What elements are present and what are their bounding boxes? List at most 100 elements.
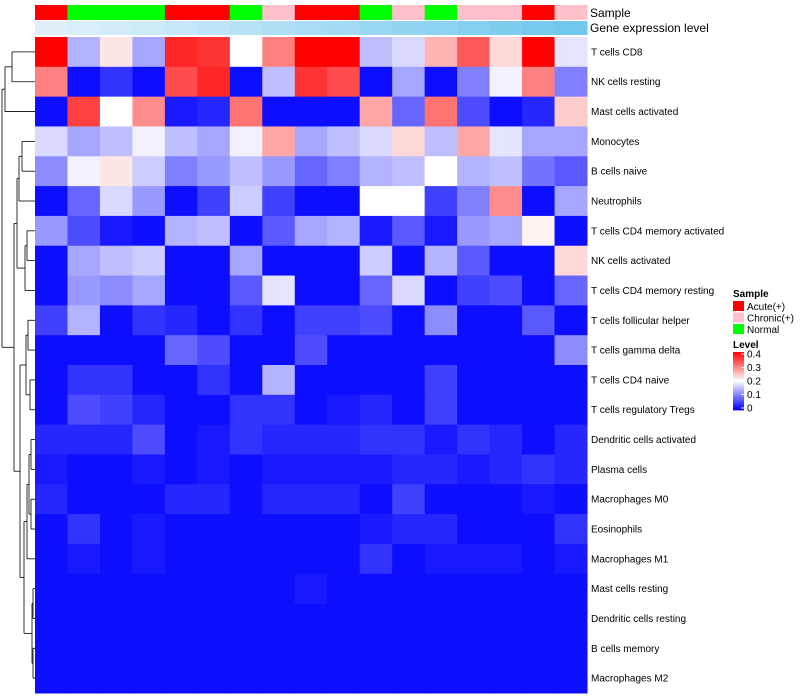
heatmap-cell: [489, 514, 523, 545]
row-label: Plasma cells: [591, 465, 647, 476]
heatmap-cell: [67, 484, 101, 515]
sample-annotation-cell: [262, 5, 296, 20]
gene-expression-annotation-cell: [327, 21, 361, 35]
heatmap-cell: [522, 66, 556, 98]
heatmap-cell: [457, 37, 491, 68]
legend-colorbar-segment: [733, 391, 744, 393]
heatmap-cell: [392, 543, 426, 575]
heatmap-cell: [35, 275, 68, 306]
heatmap-cell: [554, 186, 588, 217]
heatmap-cell: [522, 663, 556, 694]
heatmap-cell: [229, 484, 263, 515]
row-label: Monocytes: [591, 137, 639, 148]
heatmap-cell: [164, 186, 198, 217]
heatmap-cell: [359, 96, 393, 127]
heatmap-cell: [197, 484, 231, 515]
heatmap-cell: [164, 365, 198, 396]
row-label: T cells CD4 naive: [591, 375, 670, 386]
heatmap-cell: [554, 335, 588, 366]
sample-annotation-cell: [457, 5, 491, 20]
heatmap-cell: [229, 514, 263, 545]
heatmap-cell: [392, 96, 426, 127]
heatmap-cell: [457, 663, 491, 694]
heatmap-cell: [35, 96, 68, 127]
heatmap-cell: [424, 126, 458, 157]
legend-colorbar-segment: [733, 353, 744, 356]
row-labels: T cells CD8 NK cells resting Mast cells ac…: [591, 47, 724, 684]
heatmap-cell: [164, 573, 198, 605]
sample-annotation-cell: [99, 5, 133, 20]
heatmap-cell: [392, 305, 426, 336]
heatmap-cell: [35, 394, 68, 426]
legend-colorbar-segment: [733, 370, 744, 373]
heatmap-cell: [35, 424, 68, 455]
gene-expression-annotation-cell: [424, 21, 458, 35]
heatmap-cell: [359, 186, 393, 217]
heatmap-cell: [489, 543, 523, 575]
heatmap-cell: [35, 305, 68, 336]
sample-annotation-label: Sample: [590, 6, 631, 20]
heatmap-cell: [457, 454, 491, 485]
heatmap-cell: [359, 275, 393, 306]
heatmap-cell: [67, 394, 101, 426]
heatmap-cell: [424, 514, 458, 545]
legend-colorbar-segment: [733, 381, 744, 383]
heatmap-cell: [522, 186, 556, 217]
heatmap-cell: [424, 454, 458, 485]
row-label: Macrophages M0: [591, 495, 669, 506]
heatmap-cell: [522, 365, 556, 396]
heatmap-cell: [554, 66, 588, 98]
heatmap-cell: [294, 37, 328, 68]
heatmap-cell: [132, 335, 166, 366]
heatmap-cell: [229, 603, 263, 634]
heatmap-cell: [294, 215, 328, 247]
heatmap-cell: [67, 365, 101, 396]
heatmap-cell: [262, 484, 296, 515]
heatmap-cell: [294, 156, 328, 187]
heatmap-cell: [294, 424, 328, 455]
row-label: T cells CD4 memory resting: [591, 286, 714, 297]
heatmap-cell: [67, 663, 101, 694]
sample-annotation-cell: [522, 5, 556, 20]
heatmap-cell: [457, 126, 491, 157]
heatmap-cell: [67, 245, 101, 277]
legend-colorbar-segment: [733, 375, 744, 378]
row-dendrogram: [1, 51, 35, 679]
heatmap-cell: [229, 156, 263, 187]
heatmap-cell: [35, 543, 68, 575]
sample-annotation-cell: [424, 5, 458, 20]
heatmap-cell: [35, 335, 68, 366]
heatmap-cell: [359, 156, 393, 187]
heatmap-cell: [132, 96, 166, 127]
heatmap-cell: [457, 156, 491, 187]
heatmap-cell: [489, 245, 523, 277]
heatmap-cell: [489, 424, 523, 455]
heatmap-cell: [99, 394, 133, 426]
heatmap-cell: [197, 573, 231, 605]
heatmap-cell: [457, 96, 491, 127]
heatmap-cell: [457, 424, 491, 455]
gene-expression-annotation-cell: [554, 21, 588, 35]
row-label: T cells CD8: [591, 47, 643, 58]
heatmap-cell: [392, 66, 426, 98]
heatmap-cell: [554, 245, 588, 277]
heatmap-cell: [197, 394, 231, 426]
heatmap-cell: [424, 365, 458, 396]
heatmap-cell: [164, 96, 198, 127]
heatmap-cell: [392, 663, 426, 694]
heatmap-cell: [99, 454, 133, 485]
heatmap-cell: [132, 394, 166, 426]
heatmap-cell: [99, 156, 133, 187]
sample-annotation-cell: [197, 5, 231, 20]
heatmap-cell: [132, 66, 166, 98]
heatmap-cell: [197, 275, 231, 306]
heatmap-cell: [99, 66, 133, 98]
heatmap-cell: [132, 365, 166, 396]
heatmap-cell: [392, 245, 426, 277]
heatmap-cell: [327, 394, 361, 426]
legend-colorbar-segment: [733, 362, 744, 364]
heatmap-cell: [554, 663, 588, 694]
heatmap-cell: [522, 96, 556, 127]
heatmap-cell: [392, 156, 426, 187]
heatmap-cell: [522, 335, 556, 366]
